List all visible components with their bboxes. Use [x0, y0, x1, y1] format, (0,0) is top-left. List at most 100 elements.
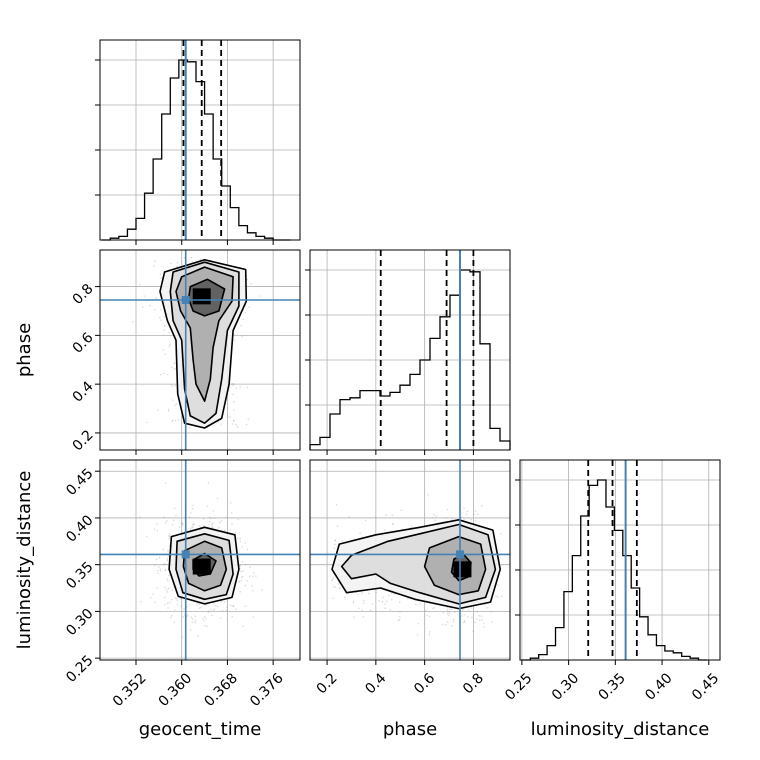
sample-point [211, 522, 214, 524]
sample-point [174, 597, 177, 599]
sample-point [211, 526, 214, 528]
sample-point [344, 596, 346, 598]
sample-point [175, 514, 177, 517]
sample-point [462, 609, 464, 611]
sample-point [470, 607, 473, 609]
sample-point [246, 548, 249, 551]
sample-point [428, 633, 431, 636]
sample-point [164, 563, 166, 565]
sample-point [428, 615, 431, 618]
sample-point [334, 539, 337, 542]
sample-point [252, 616, 255, 618]
sample-point [219, 617, 222, 620]
x-axis-label: geocent_time [139, 719, 262, 740]
sample-point [442, 611, 445, 614]
sample-point [467, 616, 469, 618]
sample-point [156, 558, 158, 560]
sample-point [231, 523, 233, 525]
sample-point [174, 609, 176, 611]
sample-point [220, 423, 222, 425]
sample-point [232, 419, 235, 422]
x-tick-label: 0.30 [549, 670, 582, 703]
panel-frame [99, 459, 301, 661]
sample-point [410, 526, 413, 528]
sample-point [181, 524, 183, 527]
panel-frame [99, 249, 301, 451]
sample-point [193, 523, 195, 525]
sample-point [164, 569, 166, 572]
sample-point [160, 373, 162, 376]
sample-point [163, 372, 165, 375]
sample-point [478, 614, 480, 617]
sample-point [229, 416, 231, 418]
sample-point [174, 384, 176, 387]
sample-point [238, 580, 240, 583]
sample-point [391, 523, 394, 525]
sample-point [474, 621, 476, 624]
sample-point [367, 592, 370, 595]
sample-point [176, 599, 179, 602]
sample-point [419, 603, 421, 605]
sample-point [173, 507, 176, 510]
sample-point [231, 383, 233, 386]
sample-point [218, 526, 220, 529]
sample-point [480, 504, 483, 507]
sample-point [239, 385, 242, 388]
sample-point [375, 591, 377, 594]
y-tick-label: 0.45 [63, 466, 96, 499]
sample-point [446, 621, 449, 624]
y-tick-label: 0.35 [63, 559, 96, 592]
y-axis-label: phase [14, 323, 35, 377]
sample-point [169, 616, 172, 619]
sample-point [475, 618, 478, 620]
sample-point [176, 604, 179, 607]
contour-line [175, 266, 234, 403]
sample-point [250, 584, 253, 587]
sample-point [167, 408, 170, 411]
sample-point [190, 616, 193, 618]
sample-point [245, 423, 248, 426]
sample-point [164, 482, 167, 485]
sample-point [139, 516, 141, 519]
sample-point [384, 607, 386, 610]
sample-point [235, 608, 237, 610]
sample-point [179, 597, 182, 600]
sample-point [207, 482, 210, 484]
sample-point [220, 600, 223, 603]
sample-point [389, 609, 392, 611]
sample-point [208, 516, 211, 518]
sample-point [169, 533, 172, 536]
sample-point [382, 596, 385, 599]
x-tick-label: 0.40 [642, 670, 675, 703]
sample-point [199, 258, 202, 260]
sample-point [363, 599, 365, 602]
sample-point [192, 504, 194, 507]
sample-point [205, 618, 207, 620]
sample-point [398, 619, 401, 621]
sample-point [173, 621, 175, 624]
sample-point [470, 518, 472, 521]
sample-point [415, 603, 417, 606]
sample-point [361, 592, 363, 594]
x-tick-label: 0.8 [460, 670, 487, 697]
y-tick-label: 0.40 [63, 512, 96, 545]
sample-point [232, 382, 235, 385]
sample-point [338, 587, 341, 590]
sample-point [232, 409, 235, 412]
sample-point [149, 596, 152, 599]
sample-point [214, 605, 217, 607]
sample-point [428, 631, 431, 633]
sample-point [166, 373, 169, 376]
sample-point [170, 614, 173, 617]
sample-point [463, 614, 466, 616]
x-tick-label: 0.2 [314, 670, 341, 697]
sample-point [157, 572, 159, 575]
sample-point [231, 615, 234, 618]
sample-point [233, 339, 235, 341]
sample-point [226, 416, 229, 418]
histogram-luminosity_distance [521, 479, 707, 661]
sample-point [164, 353, 167, 355]
sample-point [202, 518, 205, 520]
sample-point [235, 387, 238, 389]
sample-point [173, 368, 176, 371]
